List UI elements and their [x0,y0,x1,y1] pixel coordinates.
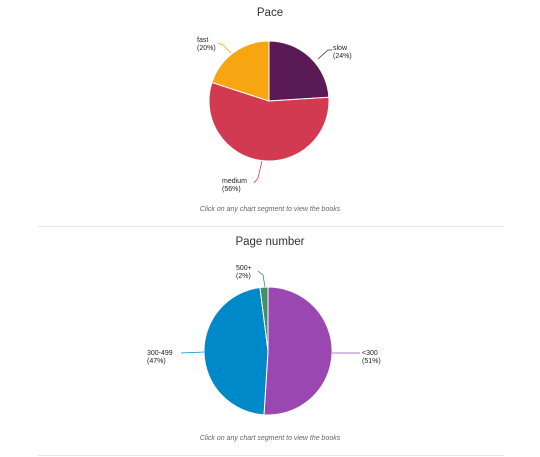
pace-chart-panel: Pace slow (24%) medium (56%) fast (20%) Click… [0,0,540,226]
pace-slice-percent: (20%) [197,45,216,52]
pace-slice-label: fast [197,37,208,44]
pace-leader-line [217,42,232,54]
page-number-slice-500[interactable] [259,286,269,352]
page-number-leader-line [180,351,205,354]
page-number-slice-percent: (2%) [236,273,251,280]
page-number-chart-hint: Click on any chart segment to view the b… [199,435,341,442]
pace-chart-title: Pace [256,7,284,19]
pace-leader-line [317,49,332,60]
page-number-slice-label: <300 [362,350,378,357]
page-number-leader-line [257,270,266,288]
pace-chart-hint: Click on any chart segment to view the b… [199,206,341,213]
page-number-slice-label: 500+ [236,265,252,272]
page-number-chart-panel: Page number <300 (51%) 300-499 (47%) 500+ (2%… [0,227,540,457]
page-number-slice-label: 300-499 [147,350,173,357]
page-number-slice-300[interactable] [263,286,333,416]
pace-slice-percent: (24%) [333,53,352,60]
page-number-pie-chart: <300(51%) 300-499(47%) 500+(2%) [147,265,381,416]
pace-slice-label: slow [333,45,348,52]
section-divider-bottom [38,455,504,456]
page-number-slice-300-499[interactable] [203,286,269,416]
pace-slice-percent: (56%) [222,186,241,193]
page-number-slice-percent: (51%) [362,358,381,365]
pace-slice-medium[interactable] [208,81,330,162]
pace-slice-label: medium [222,178,247,185]
section-divider [38,226,504,227]
page-number-chart-title: Page number [235,236,305,248]
pace-slice-slow[interactable] [268,40,330,102]
pace-pie-chart: slow(24%) medium(56%) fast(20%) [197,37,352,193]
pace-leader-line [253,160,263,184]
pace-slice-fast[interactable] [211,40,270,102]
page-number-slice-percent: (47%) [147,358,166,365]
